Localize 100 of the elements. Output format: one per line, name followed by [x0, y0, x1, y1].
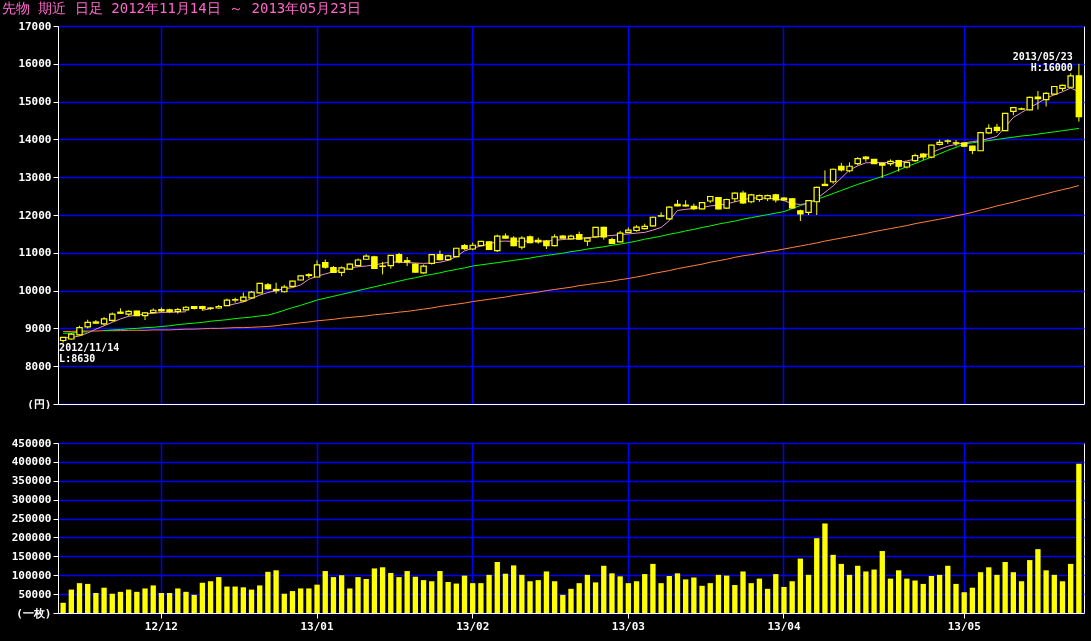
bar [265, 571, 271, 613]
candlestick [141, 311, 149, 321]
bar [76, 583, 83, 613]
bar [822, 523, 828, 613]
bar [986, 567, 992, 613]
bar [486, 574, 492, 613]
bar [838, 563, 844, 613]
bar [879, 551, 885, 613]
bar [109, 593, 115, 613]
bar [953, 583, 959, 613]
bar [723, 575, 730, 613]
bar [511, 565, 517, 613]
bar [470, 583, 476, 613]
bar [625, 583, 631, 613]
bar [977, 572, 984, 613]
bar [732, 585, 738, 613]
bar [789, 581, 795, 613]
bar [273, 570, 279, 613]
bar [846, 574, 853, 613]
y-tick-label: 15000 [18, 95, 52, 109]
bar [338, 575, 345, 613]
bar [805, 574, 812, 613]
candlestick [1034, 90, 1042, 111]
x-tick-label: 13/01 [300, 619, 334, 633]
bar [1051, 574, 1057, 613]
y-tick-label: 9000 [25, 321, 52, 335]
bar [420, 580, 427, 613]
bar [592, 582, 599, 613]
annotation: 2012/11/14 L:8630 [59, 342, 120, 365]
bar [257, 585, 263, 613]
bar [650, 563, 656, 613]
bar [936, 574, 943, 613]
bar [601, 565, 607, 613]
bar [207, 581, 214, 613]
y-tick-label: 17000 [18, 19, 52, 33]
bar [617, 576, 623, 613]
bar [920, 583, 926, 613]
bar [814, 538, 820, 613]
bar [379, 567, 386, 613]
bar [707, 583, 713, 613]
bar [1002, 562, 1008, 613]
bar [322, 571, 328, 613]
bar [781, 586, 787, 613]
bar [748, 583, 754, 613]
bar [1068, 563, 1074, 613]
bar [150, 585, 156, 613]
y-tick-label: 250000 [11, 512, 52, 526]
bar [478, 583, 484, 613]
bar [1027, 560, 1033, 613]
bar [863, 571, 869, 613]
bar [969, 587, 976, 613]
bar [363, 579, 369, 613]
bar [1043, 570, 1049, 613]
bar [568, 588, 574, 613]
bar [1035, 549, 1041, 613]
bar [85, 583, 91, 613]
y-tick-label: 10000 [18, 284, 52, 298]
y-tick-label: 150000 [11, 549, 52, 563]
y-tick-label: 350000 [11, 474, 52, 488]
bar [371, 568, 378, 613]
y-tick-label: 50000 [18, 587, 52, 601]
bar [1018, 581, 1025, 613]
bar [396, 577, 402, 613]
x-tick-label: 13/05 [947, 619, 981, 633]
candlestick [952, 139, 960, 147]
bar [216, 577, 222, 613]
bar [945, 565, 951, 613]
bar [412, 576, 419, 613]
bar [60, 602, 66, 613]
bar [584, 574, 591, 613]
bar [289, 591, 296, 613]
y-tick-label: 400000 [11, 455, 52, 469]
bar [347, 588, 353, 613]
bar [224, 586, 230, 613]
bar [830, 554, 836, 613]
bar [756, 578, 763, 613]
bar [388, 572, 394, 613]
candlestick [657, 211, 665, 218]
bar [994, 574, 1000, 613]
bar [912, 580, 918, 613]
bar [437, 571, 443, 613]
line-series [62, 185, 1080, 332]
bar [461, 575, 468, 613]
bar [871, 569, 877, 613]
bar [142, 588, 148, 613]
y-tick-label: 16000 [18, 57, 52, 71]
bar [158, 592, 165, 613]
bar [773, 574, 779, 613]
bar [68, 589, 74, 613]
bar [666, 575, 672, 613]
bar [633, 581, 640, 613]
x-tick-label: 13/04 [767, 619, 801, 633]
y-tick-label: 100000 [11, 568, 52, 582]
bar [166, 592, 173, 613]
bar [191, 594, 197, 613]
bar [1010, 572, 1017, 613]
bar [125, 589, 132, 613]
bar [248, 589, 255, 613]
bar [134, 591, 140, 613]
bar [298, 588, 304, 613]
